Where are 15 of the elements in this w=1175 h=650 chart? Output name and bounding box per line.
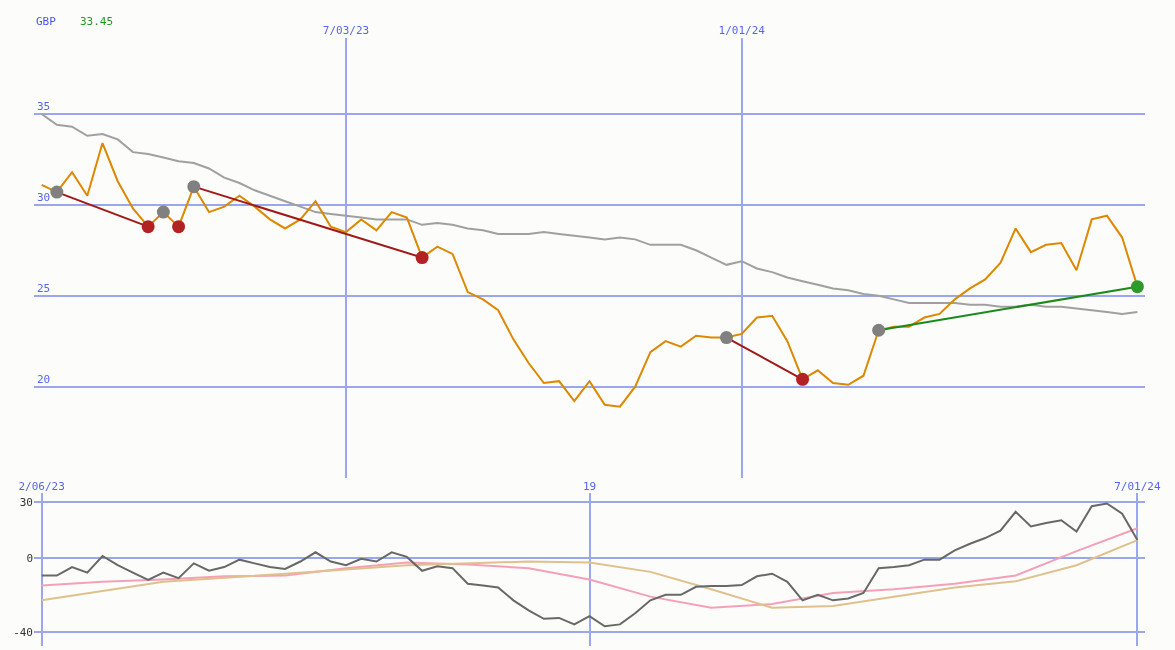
x-tick-label: 1/01/24 bbox=[718, 24, 766, 38]
x-tick-label: 19 bbox=[582, 479, 597, 493]
x-tick-label: 2/06/23 bbox=[18, 479, 65, 493]
line-series bbox=[40, 502, 1139, 628]
y-tick-label: 35 bbox=[37, 100, 51, 114]
y-tick-label: 0 bbox=[26, 551, 33, 565]
y-tick-label: 30 bbox=[19, 496, 33, 510]
y-tick-label: -40 bbox=[13, 625, 33, 639]
text: GBP bbox=[36, 15, 57, 28]
text: 33.45 bbox=[80, 15, 114, 28]
y-tick-label: 20 bbox=[37, 372, 51, 386]
y-tick-label: 25 bbox=[37, 281, 51, 295]
y-tick-label: 30 bbox=[37, 190, 51, 204]
x-tick-label: 7/01/24 bbox=[1114, 479, 1161, 493]
x-tick-label: 7/03/23 bbox=[322, 24, 370, 38]
